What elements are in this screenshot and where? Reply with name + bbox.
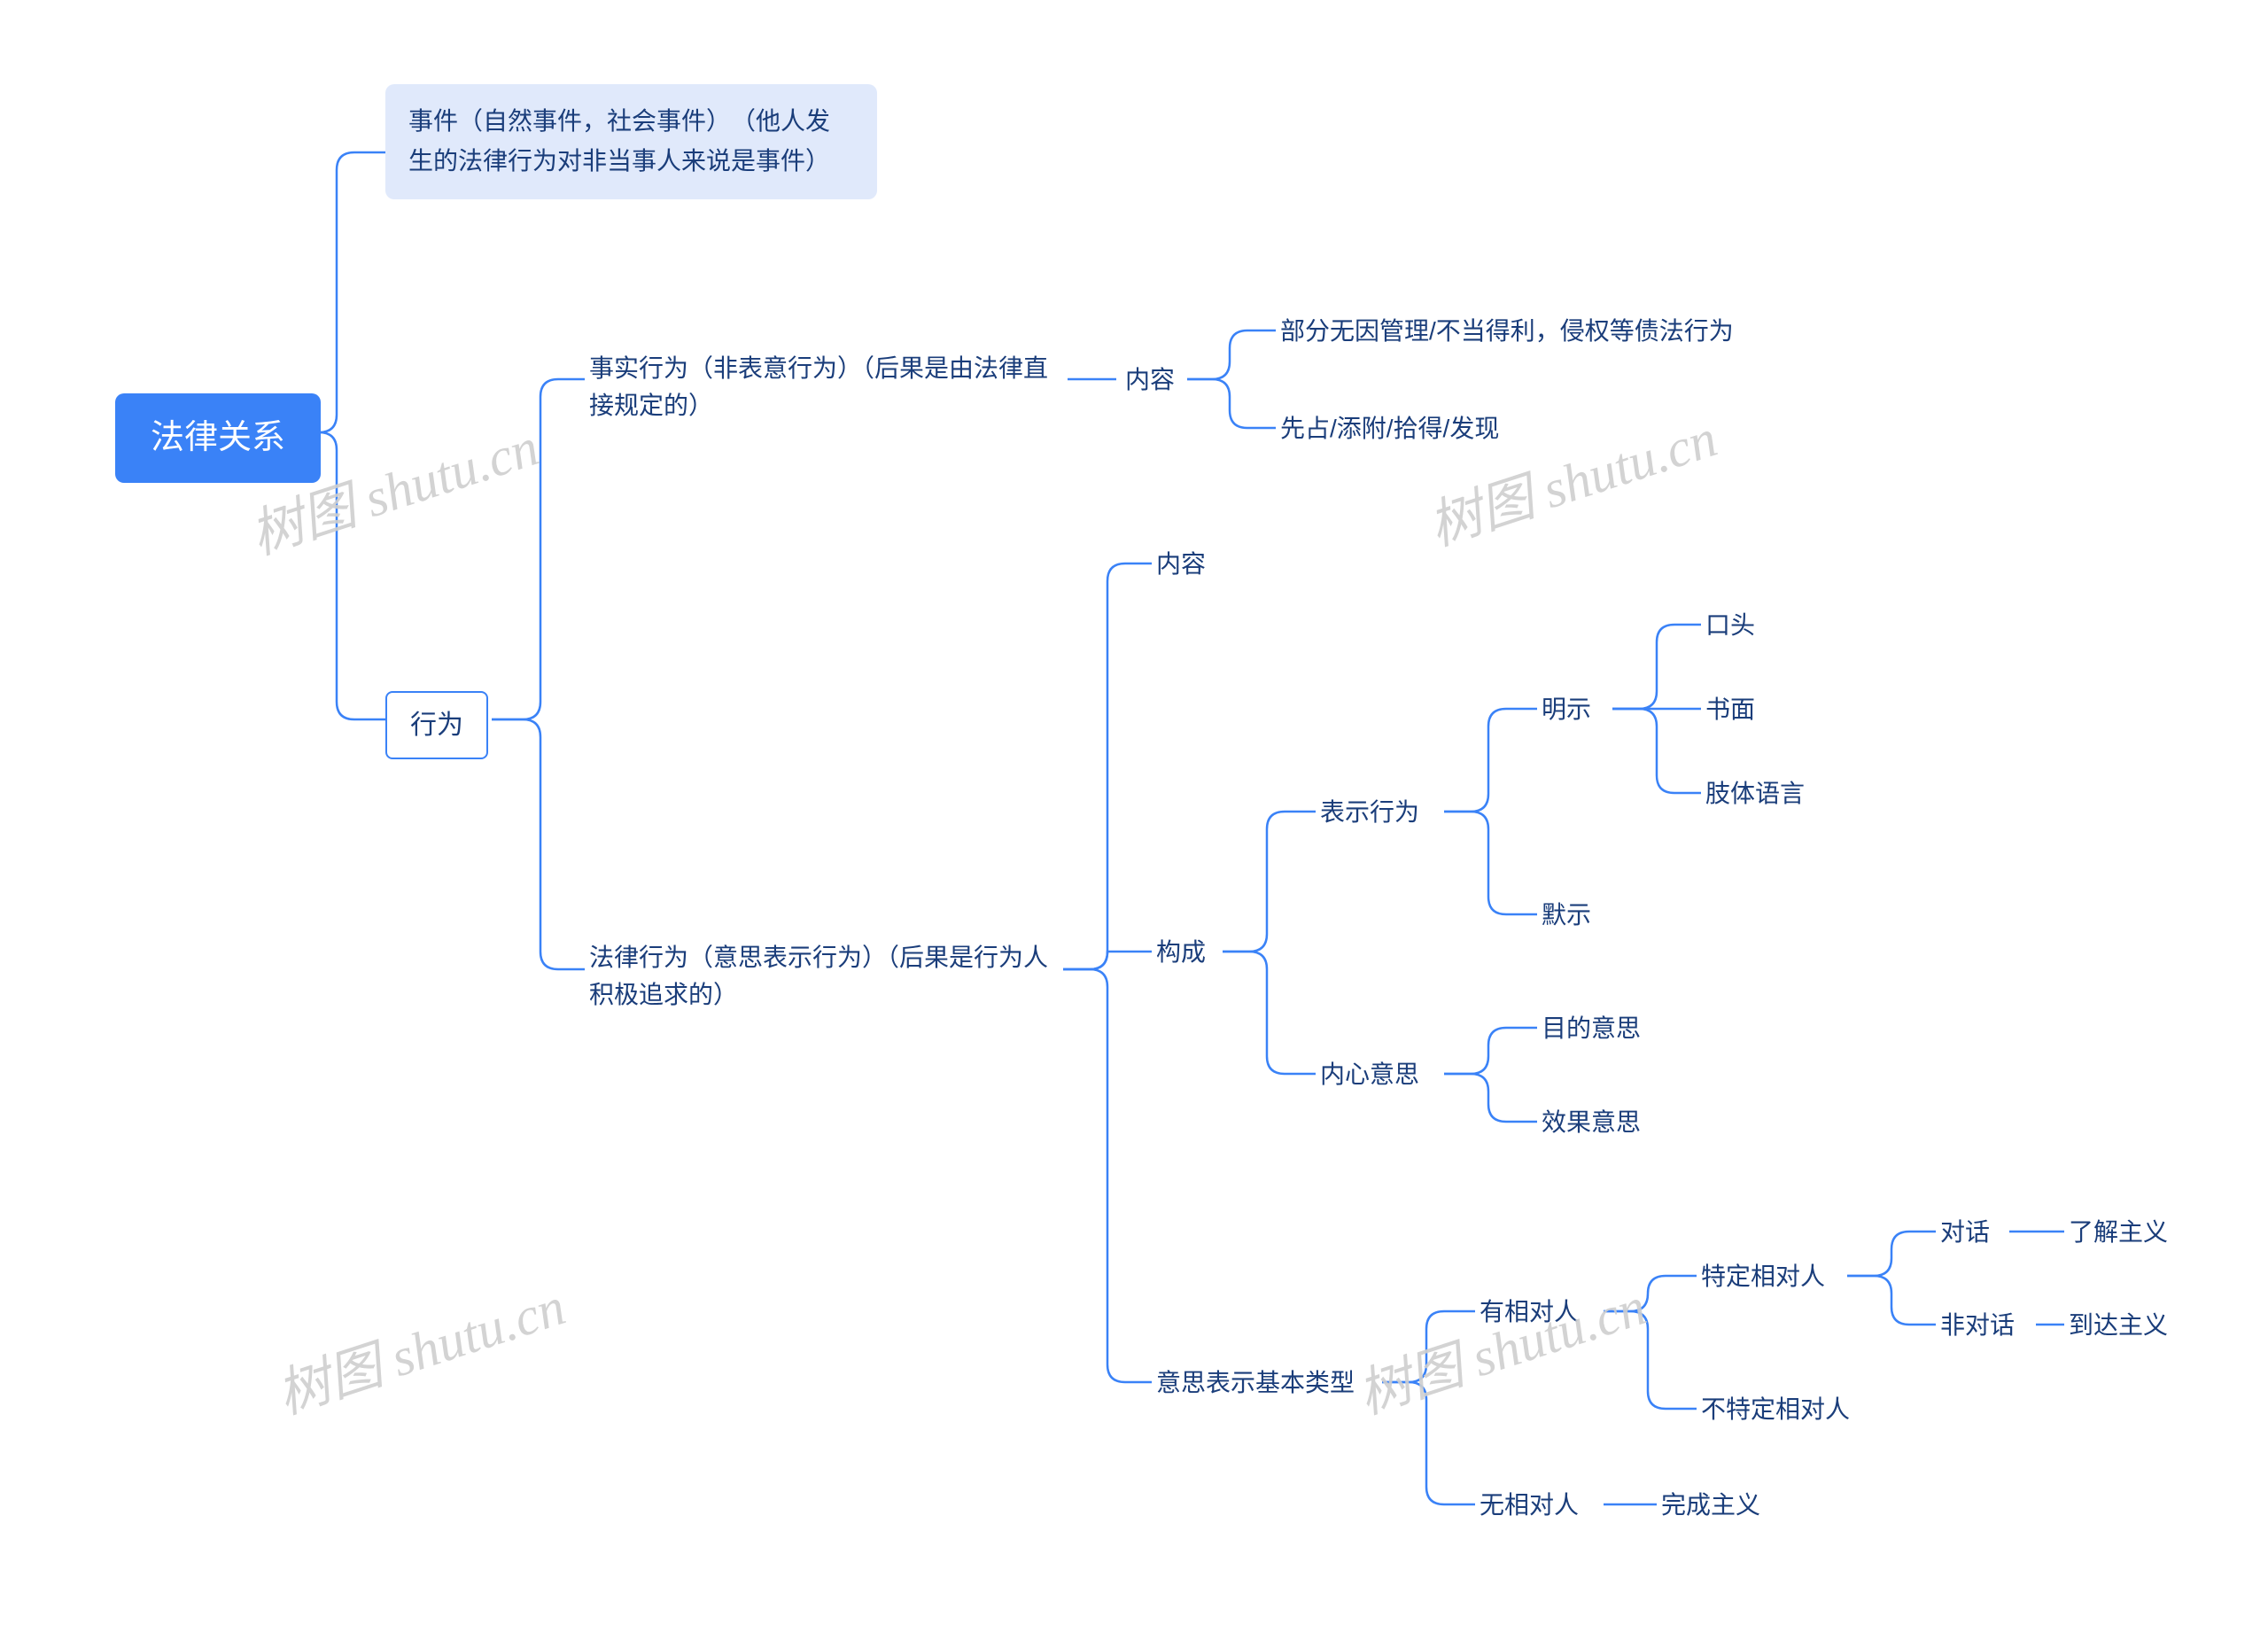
node-compose[interactable]: 构成	[1156, 934, 1206, 971]
node-inner-label: 内心意思	[1320, 1061, 1419, 1088]
node-express-label: 表示行为	[1320, 798, 1419, 826]
node-legal[interactable]: 法律行为（意思表示行为）（后果是行为人积极追求的）	[589, 939, 1072, 1014]
node-dialog[interactable]: 对话	[1940, 1214, 1990, 1251]
node-nocounter-detail-label: 完成主义	[1661, 1491, 1760, 1519]
node-withcounter-label: 有相对人	[1480, 1298, 1579, 1325]
node-legal-content-label: 内容	[1156, 550, 1206, 578]
node-behavior-label: 行为	[410, 711, 463, 740]
node-factual-label: 事实行为（非表意行为）（后果是由法律直接规定的）	[589, 354, 1048, 419]
node-explicit-item-0[interactable]: 口头	[1705, 607, 1755, 644]
node-event-label: 事件（自然事件，社会事件） （他人发生的法律行为对非当事人来说是事件）	[408, 107, 830, 175]
node-event[interactable]: 事件（自然事件，社会事件） （他人发生的法律行为对非当事人来说是事件）	[385, 84, 877, 199]
node-explicit-item-1[interactable]: 书面	[1705, 691, 1755, 728]
node-explicit-item-1-label: 书面	[1705, 696, 1755, 723]
node-dialog-detail-label: 了解主义	[2069, 1218, 2168, 1246]
node-explicit-item-0-label: 口头	[1705, 611, 1755, 639]
node-legal-content[interactable]: 内容	[1156, 546, 1206, 583]
watermark-3: 树图 shutu.cn	[266, 1263, 573, 1429]
node-factual-item-0-label: 部分无因管理/不当得利，侵权等债法行为	[1280, 317, 1734, 345]
node-inner-item-0[interactable]: 目的意思	[1542, 1010, 1641, 1047]
node-dialog-detail[interactable]: 了解主义	[2069, 1214, 2168, 1251]
node-implicit-label: 默示	[1542, 901, 1591, 929]
node-explicit[interactable]: 明示	[1542, 691, 1591, 728]
node-factual-item-1-label: 先占/添附/拾得/发现	[1280, 415, 1499, 442]
node-specific-label: 特定相对人	[1701, 1263, 1825, 1290]
node-withcounter[interactable]: 有相对人	[1480, 1294, 1579, 1331]
node-inner-item-1[interactable]: 效果意思	[1542, 1104, 1641, 1141]
node-factual-item-1[interactable]: 先占/添附/拾得/发现	[1280, 410, 1499, 447]
node-nondialog-detail-label: 到达主义	[2069, 1311, 2168, 1339]
node-dialog-label: 对话	[1940, 1218, 1990, 1246]
root-node[interactable]: 法律关系	[115, 393, 321, 483]
node-nocounter-detail[interactable]: 完成主义	[1661, 1487, 1760, 1524]
watermark-2: 树图 shutu.cn	[1347, 1263, 1654, 1429]
node-nondialog-label: 非对话	[1940, 1311, 2015, 1339]
node-nocounter[interactable]: 无相对人	[1480, 1487, 1579, 1524]
node-nondialog[interactable]: 非对话	[1940, 1307, 2015, 1344]
node-factual-item-0[interactable]: 部分无因管理/不当得利，侵权等债法行为	[1280, 313, 1734, 350]
node-types[interactable]: 意思表示基本类型	[1156, 1364, 1355, 1402]
node-factual-content-label: 内容	[1125, 366, 1175, 393]
node-factual-content[interactable]: 内容	[1125, 361, 1175, 399]
node-compose-label: 构成	[1156, 938, 1206, 966]
node-inner-item-0-label: 目的意思	[1542, 1014, 1641, 1042]
node-implicit[interactable]: 默示	[1542, 897, 1591, 934]
node-explicit-item-2[interactable]: 肢体语言	[1705, 775, 1805, 812]
node-types-label: 意思表示基本类型	[1156, 1369, 1355, 1396]
node-inner-item-1-label: 效果意思	[1542, 1108, 1641, 1136]
node-nonspecific[interactable]: 不特定相对人	[1701, 1391, 1850, 1428]
node-express[interactable]: 表示行为	[1320, 794, 1419, 831]
node-specific[interactable]: 特定相对人	[1701, 1258, 1825, 1295]
node-nonspecific-label: 不特定相对人	[1701, 1395, 1850, 1423]
node-explicit-item-2-label: 肢体语言	[1705, 780, 1805, 807]
node-inner[interactable]: 内心意思	[1320, 1056, 1419, 1093]
node-nondialog-detail[interactable]: 到达主义	[2069, 1307, 2168, 1344]
node-factual[interactable]: 事实行为（非表意行为）（后果是由法律直接规定的）	[589, 350, 1072, 424]
node-explicit-label: 明示	[1542, 696, 1591, 723]
root-label: 法律关系	[151, 419, 285, 456]
node-nocounter-label: 无相对人	[1480, 1491, 1579, 1519]
node-behavior[interactable]: 行为	[385, 691, 488, 759]
node-legal-label: 法律行为（意思表示行为）（后果是行为人积极追求的）	[589, 944, 1048, 1008]
